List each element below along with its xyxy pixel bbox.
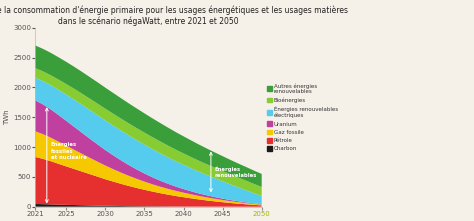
- Legend: Autres énergies
renouvelables, Bioénergies, Énergies renouvelables
électriques, : Autres énergies renouvelables, Bioénergi…: [267, 83, 338, 151]
- Text: Énergies
renouvelables: Énergies renouvelables: [215, 166, 257, 178]
- Y-axis label: TWh: TWh: [4, 109, 10, 125]
- Title: Évaluation de la consommation d'énergie primaire pour les usages énergétiques et: Évaluation de la consommation d'énergie …: [0, 4, 348, 26]
- Text: Énergies
fossiles
et nucléaire: Énergies fossiles et nucléaire: [51, 141, 87, 160]
